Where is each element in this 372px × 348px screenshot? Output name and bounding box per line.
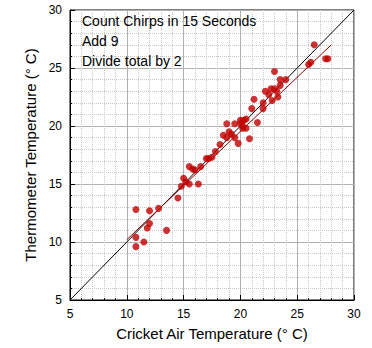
svg-text:Cricket Air Temperature (° C): Cricket Air Temperature (° C)	[116, 325, 308, 342]
svg-text:15: 15	[49, 177, 63, 191]
svg-text:25: 25	[291, 307, 305, 321]
svg-text:20: 20	[49, 119, 63, 133]
svg-text:Thermometer Temperature (° C): Thermometer Temperature (° C)	[22, 48, 39, 261]
svg-text:10: 10	[49, 235, 63, 249]
svg-text:10: 10	[120, 307, 134, 321]
svg-text:5: 5	[55, 293, 62, 307]
svg-text:30: 30	[49, 3, 63, 17]
svg-text:20: 20	[234, 307, 248, 321]
svg-text:Add 9: Add 9	[82, 33, 119, 49]
svg-text:5: 5	[67, 307, 74, 321]
svg-text:Count Chirps in 15 Seconds: Count Chirps in 15 Seconds	[82, 13, 256, 29]
svg-text:Divide total by 2: Divide total by 2	[82, 53, 182, 69]
svg-text:25: 25	[49, 61, 63, 75]
svg-text:30: 30	[347, 307, 361, 321]
svg-text:15: 15	[177, 307, 191, 321]
